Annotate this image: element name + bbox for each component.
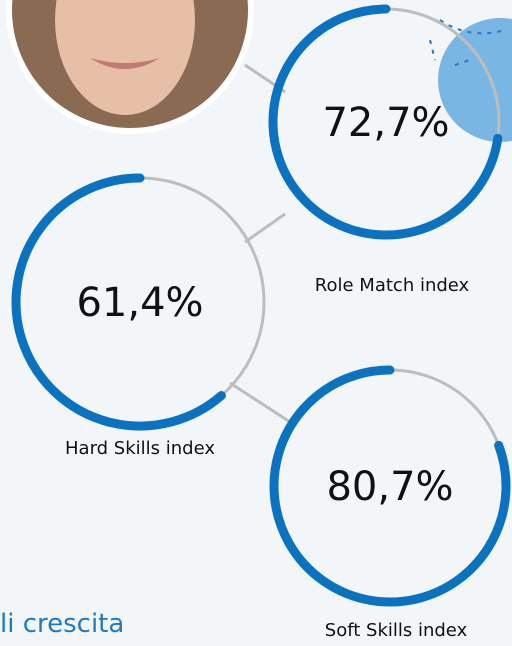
page: 72,7% Role Match index 61,4% Hard Skills in…: [0, 0, 512, 646]
screen: 72,7% Role Match index 61,4% Hard Skills in…: [0, 0, 512, 646]
gauge-label: Soft Skills index: [325, 620, 468, 641]
footer-text: li crescita: [0, 609, 124, 639]
gauge-label: Role Match index: [315, 275, 470, 296]
gauge-value: 61,4%: [76, 280, 203, 326]
gauge-value: 80,7%: [326, 464, 453, 510]
gauge-value: 72,7%: [322, 100, 449, 146]
gauge-label: Hard Skills index: [65, 438, 215, 459]
